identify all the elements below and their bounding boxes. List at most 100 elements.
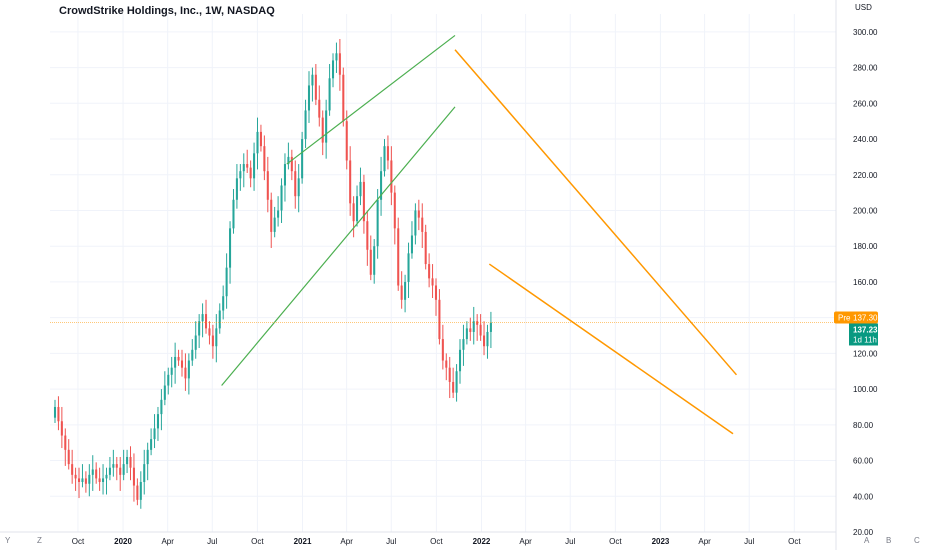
candle-body (297, 178, 300, 197)
candle-body (208, 328, 211, 336)
candle-body (84, 478, 87, 484)
right-control-c[interactable]: C (914, 536, 920, 545)
candle-body (386, 146, 389, 161)
candle-body (407, 253, 410, 282)
corner-controls: Y Z (0, 531, 50, 550)
candle-body (136, 485, 139, 500)
x-tick-label: Oct (72, 537, 85, 546)
y-tick-label: 200.00 (853, 206, 878, 215)
candle-body (201, 314, 204, 322)
countdown-label: 1d 11h (853, 335, 877, 344)
right-control-a[interactable]: A (864, 536, 870, 545)
candle-body (283, 164, 286, 186)
candle-body (452, 381, 455, 393)
candle-body (489, 322, 492, 332)
candle-body (129, 456, 132, 468)
candle-body (311, 74, 314, 86)
y-tick-label: 60.00 (853, 457, 874, 466)
candle-body (242, 164, 245, 172)
candle-body (263, 146, 266, 172)
y-tick-label: 20.00 (853, 528, 874, 537)
candle-body (369, 249, 372, 275)
pre-market-badge (834, 311, 878, 324)
candle-body (91, 469, 94, 475)
x-tick-label: Oct (788, 537, 801, 546)
channel-line (286, 34, 456, 165)
candle-body (280, 185, 283, 211)
x-tick-label: Apr (161, 537, 174, 546)
y-tick-label: 300.00 (853, 28, 878, 37)
candle-body (204, 314, 208, 329)
candle-body (229, 228, 232, 268)
y-tick-label: 80.00 (853, 421, 874, 430)
corner-control-z[interactable]: Z (37, 536, 42, 545)
candle-body (160, 399, 163, 415)
x-tick-label: 2023 (652, 537, 670, 546)
candle-body (373, 246, 376, 275)
x-tick-label: Oct (609, 537, 622, 546)
candle-body (287, 156, 290, 165)
candle-body (215, 328, 218, 347)
candle-body (132, 467, 135, 486)
wedge-line (454, 49, 738, 376)
candle-body (417, 210, 420, 218)
candle-body (256, 131, 259, 154)
candle-body (115, 464, 118, 468)
y-tick-label: 240.00 (853, 135, 878, 144)
candle-body (362, 181, 365, 222)
candle-body (431, 278, 434, 286)
x-tick-label: Oct (430, 537, 443, 546)
candle-body (383, 146, 386, 172)
candle-body (397, 228, 400, 286)
corner-control-y[interactable]: Y (5, 536, 11, 545)
candle-body (163, 385, 166, 400)
candle-body (180, 360, 184, 368)
candle-body (146, 449, 149, 465)
candle-body (253, 153, 256, 179)
y-tick-label: 40.00 (853, 492, 874, 501)
candle-body (108, 467, 111, 475)
candle-body (476, 321, 479, 325)
right-control-b[interactable]: B (886, 536, 892, 545)
candle-body (98, 478, 101, 482)
candle-body (421, 217, 424, 232)
candle-body (222, 296, 225, 311)
pre-market-label: Pre (838, 313, 851, 322)
candle-body (345, 121, 348, 161)
candle-body (483, 335, 486, 347)
candle-body (177, 356, 180, 361)
candle-body (88, 474, 91, 484)
candle-body (187, 360, 190, 379)
candle-body (53, 406, 57, 418)
candle-body (400, 285, 403, 300)
candle-body (479, 324, 482, 336)
candle-body (410, 235, 413, 254)
candle-body (95, 469, 98, 479)
x-tick-label: Jul (744, 537, 754, 546)
candle-body (235, 178, 238, 200)
candle-body (150, 439, 153, 450)
candle-body (143, 464, 146, 482)
candle-body (239, 171, 242, 179)
candle-body (167, 374, 170, 386)
y-tick-label: 100.00 (853, 385, 878, 394)
pre-market-price: 137.30 (853, 313, 878, 322)
last-price-label: 137.23 (853, 325, 878, 334)
candle-body (325, 110, 328, 143)
candle-body (290, 156, 293, 172)
x-tick-label: Jul (207, 537, 217, 546)
y-tick-label: 260.00 (853, 99, 878, 108)
x-tick-label: Apr (698, 537, 711, 546)
y-tick-label: 120.00 (853, 349, 878, 358)
x-tick-label: Jul (565, 537, 575, 546)
candle-body (60, 421, 63, 436)
candle-body (414, 210, 417, 236)
candle-body (184, 367, 187, 379)
candle-body (57, 406, 60, 422)
candle-body (445, 360, 448, 368)
candle-body (81, 478, 84, 482)
candle-body (71, 464, 74, 475)
x-tick-label: 2022 (473, 537, 491, 546)
candle-body (266, 171, 269, 200)
